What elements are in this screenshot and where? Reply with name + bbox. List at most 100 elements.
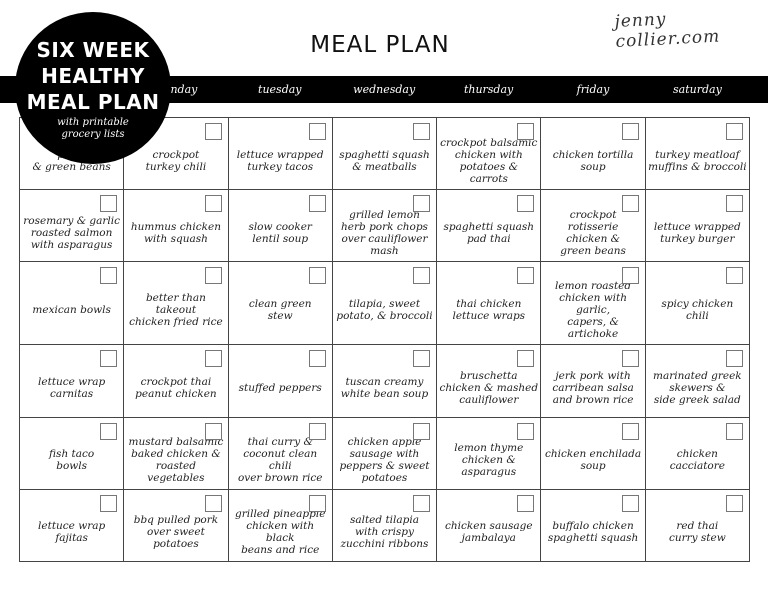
meal-label: thai curry & coconut clean chili over br… (237, 436, 323, 485)
meal-checkbox[interactable] (100, 422, 118, 440)
meal-checkbox[interactable] (100, 195, 118, 213)
meal-checkbox[interactable] (517, 267, 535, 285)
meal-cell: mexican bowls (20, 262, 125, 346)
meal-checkbox[interactable] (413, 350, 431, 368)
meal-cell: grilled pineapple chicken with black bea… (228, 489, 333, 562)
meal-checkbox[interactable] (725, 195, 743, 213)
meal-checkbox[interactable] (413, 195, 431, 213)
meal-cell: turkey meatloaf muffins & broccoli (645, 118, 750, 191)
meal-cell: better than takeout chicken fried rice (124, 262, 229, 346)
meal-label: lemon roasted chicken with garlic, caper… (555, 280, 632, 341)
meal-cell: lettuce wrap carnitas (20, 345, 125, 418)
meal-checkbox[interactable] (308, 267, 326, 285)
meal-checkbox[interactable] (204, 267, 222, 285)
meal-checkbox[interactable] (413, 267, 431, 285)
meal-cell: lettuce wrapped turkey burger (645, 190, 750, 263)
meal-cell: hummus chicken with squash (124, 190, 229, 263)
meal-checkbox[interactable] (413, 123, 431, 140)
meal-cell: lemon roasted chicken with garlic, caper… (541, 262, 646, 346)
day-label: wednesday (353, 83, 416, 96)
meal-label: mustard balsamic baked chicken & roasted… (128, 436, 224, 485)
meal-checkbox[interactable] (621, 494, 639, 512)
meal-checkbox[interactable] (621, 195, 639, 213)
day-label: tuesday (258, 83, 302, 96)
meal-cell: chicken tortilla soup (541, 118, 646, 191)
badge-title: SIX WEEK HEALTHY MEAL PLAN (26, 38, 160, 114)
meal-checkbox[interactable] (517, 422, 535, 440)
meal-cell: crockpot balsamic chicken with potatoes … (437, 118, 542, 191)
meal-cell: jerk pork with carribean salsa and brown… (541, 345, 646, 418)
meal-label: tilapia, sweet potato, & broccoli (336, 298, 433, 323)
badge-subtitle: with printable grocery lists (57, 117, 129, 140)
meal-checkbox[interactable] (204, 195, 222, 213)
meal-checkbox[interactable] (725, 422, 743, 440)
meal-checkbox[interactable] (204, 494, 222, 512)
meal-checkbox[interactable] (725, 267, 743, 285)
meal-checkbox[interactable] (204, 422, 222, 440)
meal-label: marinated greek skewers & side greek sal… (653, 369, 742, 406)
meal-label: stuffed peppers (238, 381, 322, 394)
meal-checkbox[interactable] (413, 494, 431, 512)
meal-label: buffalo chicken spaghetti squash (547, 520, 639, 545)
meal-label: chicken cacciatore (669, 448, 725, 473)
meal-checkbox[interactable] (621, 422, 639, 440)
meal-label: bruschetta chicken & mashed cauliflower (439, 369, 539, 406)
meal-label: lettuce wrapped turkey burger (653, 220, 741, 245)
meal-label: slow cooker lentil soup (248, 220, 312, 245)
meal-label: thai chicken lettuce wraps (452, 298, 526, 323)
meal-checkbox[interactable] (517, 195, 535, 213)
meal-checkbox[interactable] (621, 123, 639, 140)
meal-checkbox[interactable] (308, 123, 326, 140)
meal-label: crockpot turkey chili (145, 148, 207, 173)
meal-label: crockpot rotisserie chicken & green bean… (560, 208, 626, 257)
meal-label: clean green stew (248, 298, 312, 323)
meal-cell: chicken sausage jambalaya (437, 489, 542, 562)
meal-checkbox[interactable] (100, 350, 118, 368)
meal-checkbox[interactable] (308, 422, 326, 440)
meal-cell: lettuce wrapped turkey tacos (228, 118, 333, 191)
meal-checkbox[interactable] (204, 123, 222, 140)
meal-label: lettuce wrap carnitas (38, 375, 106, 400)
meal-cell: mustard balsamic baked chicken & roasted… (124, 417, 229, 490)
meal-cell: rosemary & garlic roasted salmon with as… (20, 190, 125, 263)
meal-label: spaghetti squash & meatballs (339, 148, 430, 173)
meal-checkbox[interactable] (308, 195, 326, 213)
meal-cell: crockpot rotisserie chicken & green bean… (541, 190, 646, 263)
meal-cell: buffalo chicken spaghetti squash (541, 489, 646, 562)
meal-checkbox[interactable] (308, 494, 326, 512)
meal-cell: spaghetti squash & meatballs (332, 118, 438, 191)
meal-label: fish taco bowls (49, 448, 95, 473)
meal-checkbox[interactable] (517, 350, 535, 368)
meal-cell: salted tilapia with crispy zucchini ribb… (332, 489, 438, 562)
page-title: MEAL PLAN (310, 32, 450, 58)
meal-checkbox[interactable] (100, 267, 118, 285)
meal-cell: lemon thyme chicken & asparagus (437, 417, 542, 490)
meal-checkbox[interactable] (100, 494, 118, 512)
meal-checkbox[interactable] (204, 350, 222, 368)
meal-checkbox[interactable] (413, 422, 431, 440)
meal-cell: crockpot turkey chili (124, 118, 229, 191)
meal-label: red thai curry stew (668, 520, 726, 545)
meal-checkbox[interactable] (621, 267, 639, 285)
meal-checkbox[interactable] (725, 350, 743, 368)
meal-cell: fish taco bowls (20, 417, 125, 490)
meal-label: grilled lemon herb pork chops over cauli… (341, 208, 428, 257)
meal-checkbox[interactable] (517, 494, 535, 512)
meal-cell: clean green stew (228, 262, 333, 346)
brand-logo: jenny collier.com (614, 9, 721, 52)
meal-cell: thai curry & coconut clean chili over br… (228, 417, 333, 490)
meal-checkbox[interactable] (517, 123, 535, 140)
meal-label: tuscan creamy white bean soup (340, 375, 429, 400)
meal-checkbox[interactable] (308, 350, 326, 368)
meal-label: chicken enchilada soup (544, 448, 642, 473)
meal-label: spicy chicken chili (661, 298, 734, 323)
meal-label: crockpot balsamic chicken with potatoes … (440, 136, 538, 185)
meal-checkbox[interactable] (621, 350, 639, 368)
meal-checkbox[interactable] (725, 123, 743, 140)
meal-checkbox[interactable] (725, 494, 743, 512)
meal-cell: tuscan creamy white bean soup (332, 345, 438, 418)
meal-label: chicken tortilla soup (552, 148, 634, 173)
meal-label: spaghetti squash pad thai (443, 220, 535, 245)
meal-label: lettuce wrap fajitas (38, 520, 106, 545)
meal-cell: thai chicken lettuce wraps (437, 262, 542, 346)
